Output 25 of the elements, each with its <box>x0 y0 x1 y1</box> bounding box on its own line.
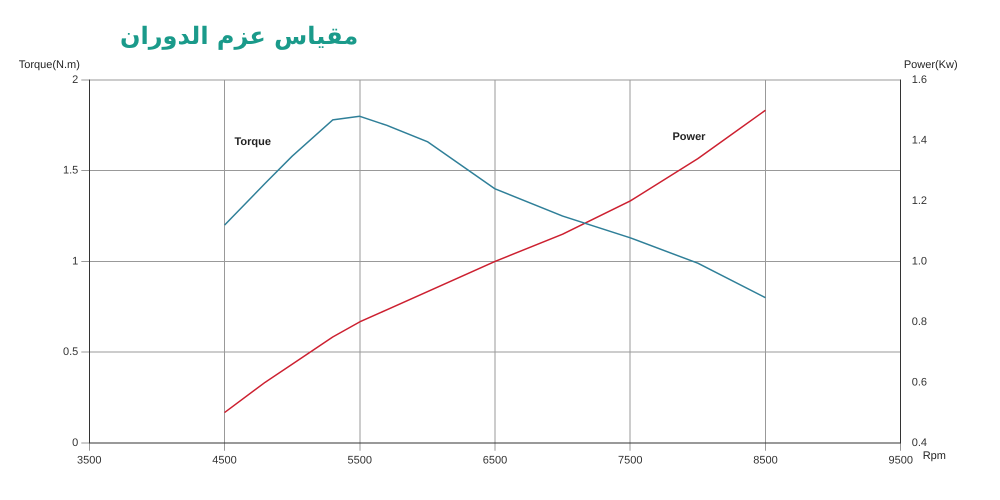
y2-tick-label: 0.6 <box>912 376 928 388</box>
chart-title: مقياس عزم الدوران <box>120 22 358 50</box>
y2-tick-label: 1.2 <box>912 194 928 207</box>
y2-tick-label: 1.6 <box>912 74 928 86</box>
x-axis-title: Rpm <box>922 450 946 462</box>
y-tick-label: 1.5 <box>62 164 78 177</box>
y-tick-label: 1 <box>72 255 78 268</box>
series-label: Torque <box>234 136 271 148</box>
y2-tick-label: 1.4 <box>912 134 928 146</box>
x-tick-label: 5500 <box>348 454 372 466</box>
y-axis-title: Torque(N.m) <box>18 59 80 71</box>
y2-tick-label: 1.0 <box>912 255 928 268</box>
series-label: Power <box>672 131 706 144</box>
x-tick-label: 6500 <box>482 454 508 466</box>
y2-axis-title: Power(Kw) <box>904 59 958 71</box>
x-tick-label: 7500 <box>618 454 642 466</box>
y2-tick-label: 0.8 <box>912 316 928 328</box>
x-tick-label: 4500 <box>212 454 237 466</box>
x-tick-label: 3500 <box>77 454 102 466</box>
x-tick-label: 9500 <box>888 454 913 466</box>
y-tick-label: 2 <box>72 74 78 86</box>
y2-tick-label: 0.4 <box>912 436 928 449</box>
y-tick-label: 0.5 <box>62 346 78 358</box>
x-tick-label: 8500 <box>753 454 778 466</box>
y-tick-label: 0 <box>72 436 78 449</box>
